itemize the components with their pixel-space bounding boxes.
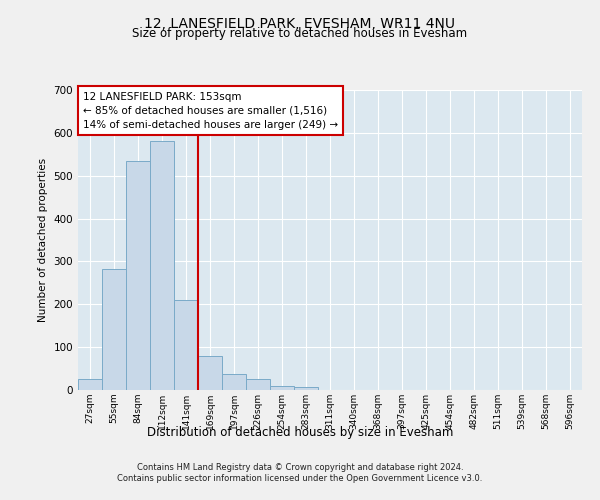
Bar (246, 380, 270, 390)
Bar (198, 356, 222, 390)
Bar (102, 268, 126, 390)
Text: Size of property relative to detached houses in Evesham: Size of property relative to detached ho… (133, 28, 467, 40)
Text: 12 LANESFIELD PARK: 153sqm
← 85% of detached houses are smaller (1,516)
14% of s: 12 LANESFIELD PARK: 153sqm ← 85% of deta… (83, 92, 338, 130)
Bar (126, 160, 150, 390)
Text: Contains public sector information licensed under the Open Government Licence v3: Contains public sector information licen… (118, 474, 482, 483)
Bar (270, 386, 294, 390)
Y-axis label: Number of detached properties: Number of detached properties (38, 158, 48, 322)
Bar (294, 387, 318, 390)
Bar (222, 374, 246, 390)
Text: 12, LANESFIELD PARK, EVESHAM, WR11 4NU: 12, LANESFIELD PARK, EVESHAM, WR11 4NU (145, 18, 455, 32)
Bar (150, 140, 174, 390)
Text: Distribution of detached houses by size in Evesham: Distribution of detached houses by size … (147, 426, 453, 439)
Bar (174, 300, 198, 390)
Bar (78, 380, 102, 390)
Text: Contains HM Land Registry data © Crown copyright and database right 2024.: Contains HM Land Registry data © Crown c… (137, 463, 463, 472)
